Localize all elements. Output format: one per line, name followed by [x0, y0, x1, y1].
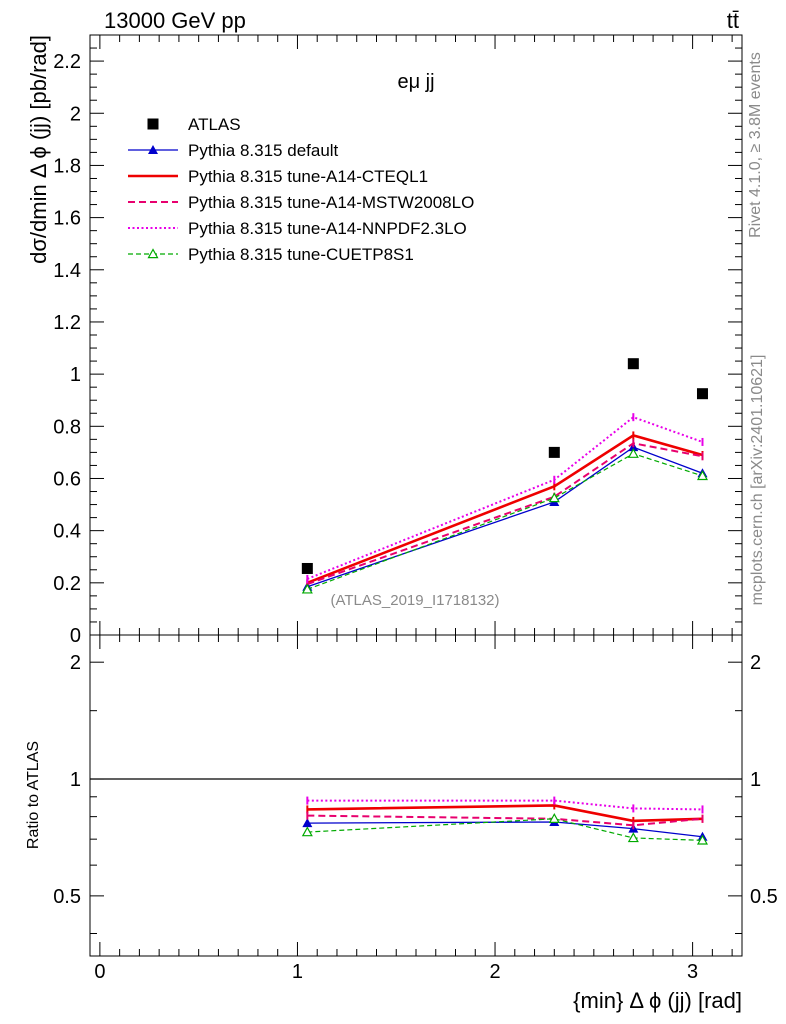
series-line-4	[306, 416, 703, 580]
ratio-y-tick-label-right: 2	[750, 652, 761, 674]
legend-label-0: ATLAS	[188, 115, 241, 134]
x-tick-label: 3	[687, 961, 698, 983]
data-point-square	[548, 446, 560, 458]
y-tick-label: 2	[70, 103, 81, 125]
legend-label-4: Pythia 8.315 tune-A14-NNPDF2.3LO	[188, 219, 467, 238]
ratio-y-tick-label: 2	[70, 652, 81, 674]
rivet-version-label: Rivet 4.1.0, ≥ 3.8M events	[747, 52, 764, 238]
series-line-2	[306, 434, 703, 585]
plot-title: eμ jj	[397, 71, 434, 93]
y-tick-label: 2.2	[53, 51, 81, 73]
legend-marker-atlas	[147, 118, 159, 130]
ratio-line-2	[307, 814, 703, 827]
y-tick-label: 1.2	[53, 312, 81, 334]
ratio-y-tick-label: 0.5	[53, 886, 81, 908]
y-tick-label: 0.2	[53, 573, 81, 595]
y-tick-label: 0.4	[53, 521, 81, 543]
ratio-line-4	[307, 818, 703, 841]
axis-ticks: 0 1 2 3 0 0.2 0.4 0.6 0.8 1 1.2 1.4 1.6 1.8 2 2.2 0.5 0.5…	[53, 34, 778, 983]
ratio-line-1	[307, 804, 703, 823]
series-line-3	[306, 442, 703, 586]
data-point-open-triangle	[627, 832, 639, 843]
mcplots-label: mcplots.cern.ch [arXiv:2401.10621]	[749, 355, 766, 606]
legend-label-1: Pythia 8.315 default	[188, 141, 339, 160]
data-point-open-triangle	[301, 583, 313, 594]
x-tick-label: 2	[489, 961, 500, 983]
data-point-open-triangle	[696, 834, 709, 845]
data-point-square	[696, 388, 708, 400]
y-tick-label: 0.8	[53, 416, 81, 438]
ratio-series-group	[301, 796, 709, 845]
y-tick-label: 1.6	[53, 208, 81, 230]
ratio-y-tick-label: 1	[70, 769, 81, 791]
ratio-panel-frame	[89, 634, 743, 957]
top-series-group	[301, 358, 709, 594]
legend-marker-open-triangle	[147, 248, 159, 259]
y-tick-label: 1	[70, 364, 81, 386]
y-tick-label: 0	[70, 625, 81, 647]
legend-label-3: Pythia 8.315 tune-A14-MSTW2008LO	[188, 193, 474, 212]
ratio-ylabel: Ratio to ATLAS	[25, 741, 42, 849]
data-point-open-triangle	[548, 492, 560, 503]
series-line-1	[307, 446, 703, 588]
data-point-open-triangle	[696, 470, 709, 481]
y-tick-label: 0.6	[53, 468, 81, 490]
ratio-line-3	[307, 799, 703, 811]
legend-label-2: Pythia 8.315 tune-A14-CTEQL1	[188, 167, 428, 186]
data-point-open-triangle	[301, 826, 313, 837]
legend: ATLAS Pythia 8.315 default Pythia 8.315 tu…	[128, 115, 474, 264]
y-tick-label: 1.4	[53, 260, 81, 282]
data-point-square	[301, 562, 313, 574]
data-point-open-triangle	[627, 447, 639, 458]
ratio-y-tick-label-right: 1	[750, 769, 761, 791]
analysis-tag: (ATLAS_2019_I1718132)	[330, 592, 499, 609]
xlabel: {min} Δ ϕ (jj) [rad]	[573, 988, 742, 1013]
header-energy-label: 13000 GeV pp	[104, 8, 246, 33]
data-point-open-triangle	[548, 813, 560, 823]
ratio-y-tick-label-right: 0.5	[750, 886, 778, 908]
header-process-label: tt̄	[727, 8, 739, 33]
y-tick-label: 1.8	[53, 155, 81, 177]
ratio-line-0	[307, 821, 703, 838]
legend-label-5: Pythia 8.315 tune-CUETP8S1	[188, 245, 414, 264]
top-ylabel: dσ/dmin Δ ϕ (jj) [pb/rad]	[26, 35, 51, 264]
x-tick-label: 0	[94, 961, 105, 983]
series-line-5	[307, 453, 703, 590]
legend-marker-triangle	[148, 145, 158, 154]
x-tick-label: 1	[292, 961, 303, 983]
data-point-square	[627, 358, 639, 370]
data-point-triangle	[302, 818, 313, 828]
